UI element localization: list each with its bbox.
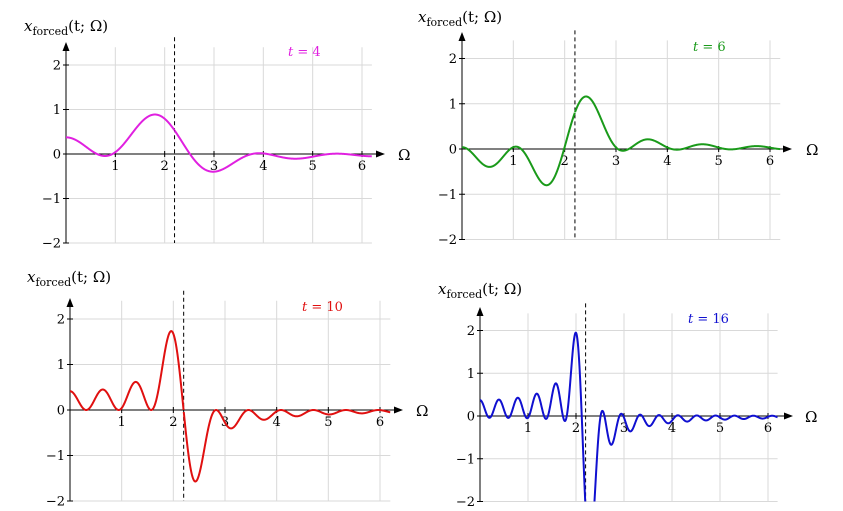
- panel-t-6: 1 2 3 4 5 6 −2 −1 0 1 2 xforced(t; Ω) Ωt = 6: [418, 8, 818, 248]
- forced-response-curve-branch-2: [182, 409, 391, 483]
- forced-response-curve-branch-1: [66, 113, 176, 157]
- y-axis-label: xforced(t; Ω): [418, 8, 502, 29]
- x-axis-label: Ω: [805, 408, 817, 426]
- y-axis-label: xforced(t; Ω): [24, 17, 108, 38]
- y-axis-arrow: [66, 298, 74, 307]
- y-axis-arrow: [62, 42, 70, 51]
- x-axis-label: Ω: [806, 141, 818, 159]
- x-tick-label: 3: [620, 421, 628, 436]
- x-tick-label: 1: [111, 159, 119, 174]
- y-tick-label: 2: [53, 59, 61, 74]
- y-axis-arrow: [458, 32, 466, 41]
- y-tick-label: 0: [57, 404, 65, 419]
- x-tick-label: 1: [509, 154, 517, 169]
- y-axis-arrow: [476, 307, 484, 316]
- x-tick-label: 4: [668, 421, 676, 436]
- y-tick-label: −1: [46, 449, 65, 464]
- y-tick-label: −2: [456, 495, 475, 510]
- time-annotation: t = 10: [302, 300, 343, 315]
- x-tick-label: 6: [376, 415, 384, 430]
- forced-response-curve-branch-1: [70, 330, 185, 411]
- x-axis-label: Ω: [398, 146, 410, 164]
- x-axis-arrow: [394, 406, 403, 414]
- y-tick-label: 0: [449, 143, 457, 158]
- y-tick-label: 1: [53, 103, 61, 118]
- forced-response-curve-branch-1: [462, 112, 576, 187]
- y-tick-label: 1: [467, 367, 475, 382]
- y-tick-label: −2: [42, 237, 61, 252]
- y-tick-label: −1: [456, 452, 475, 467]
- x-tick-label: 4: [663, 154, 671, 169]
- y-tick-label: 2: [467, 324, 475, 339]
- time-annotation: t = 16: [688, 312, 729, 327]
- forced-response-curve-branch-2: [593, 409, 778, 502]
- forced-response-curve-branch-2: [574, 95, 781, 152]
- x-axis-label: Ω: [416, 402, 428, 420]
- x-tick-label: 2: [561, 154, 569, 169]
- x-axis-arrow: [784, 412, 793, 420]
- x-tick-label: 2: [169, 415, 177, 430]
- y-tick-label: 0: [467, 410, 475, 425]
- y-tick-label: 0: [53, 148, 61, 163]
- x-tick-label: 5: [716, 421, 724, 436]
- y-tick-label: 1: [449, 97, 457, 112]
- x-tick-label: 6: [766, 154, 774, 169]
- x-tick-label: 5: [309, 159, 317, 174]
- y-axis-label: xforced(t; Ω): [438, 280, 522, 301]
- x-tick-label: 2: [572, 421, 580, 436]
- time-annotation: t = 6: [693, 40, 726, 55]
- panel-t-4: 1 2 3 4 5 6 −2 −1 0 1 2 xforced(t; Ω) Ωt = 4: [24, 17, 410, 252]
- y-tick-label: −2: [46, 495, 65, 510]
- x-tick-label: 3: [210, 159, 218, 174]
- x-tick-label: 5: [324, 415, 332, 430]
- time-annotation: t = 4: [288, 45, 321, 60]
- x-tick-label: 4: [259, 159, 267, 174]
- y-tick-label: −1: [42, 192, 61, 207]
- forced-response-curve-branch-2: [173, 129, 372, 173]
- x-tick-label: 2: [161, 159, 169, 174]
- x-tick-label: 4: [273, 415, 281, 430]
- forced-response-curve-branch-1: [480, 331, 587, 502]
- x-axis-arrow: [376, 150, 385, 158]
- x-tick-label: 1: [524, 421, 532, 436]
- panel-t-16: 1 2 3 4 5 6 −2 −1 0 1 2 xforced(t; Ω) Ωt = 16: [438, 280, 817, 510]
- x-tick-label: 1: [118, 415, 126, 430]
- y-tick-label: 2: [449, 52, 457, 67]
- x-axis-arrow: [783, 145, 792, 153]
- x-tick-label: 3: [612, 154, 620, 169]
- y-tick-label: 1: [57, 358, 65, 373]
- y-tick-label: 2: [57, 313, 65, 328]
- x-tick-label: 5: [715, 154, 723, 169]
- y-axis-label: xforced(t; Ω): [27, 268, 111, 289]
- x-tick-label: 6: [764, 421, 772, 436]
- x-tick-label: 6: [358, 159, 366, 174]
- y-tick-label: −1: [438, 188, 457, 203]
- y-tick-label: −2: [438, 233, 457, 248]
